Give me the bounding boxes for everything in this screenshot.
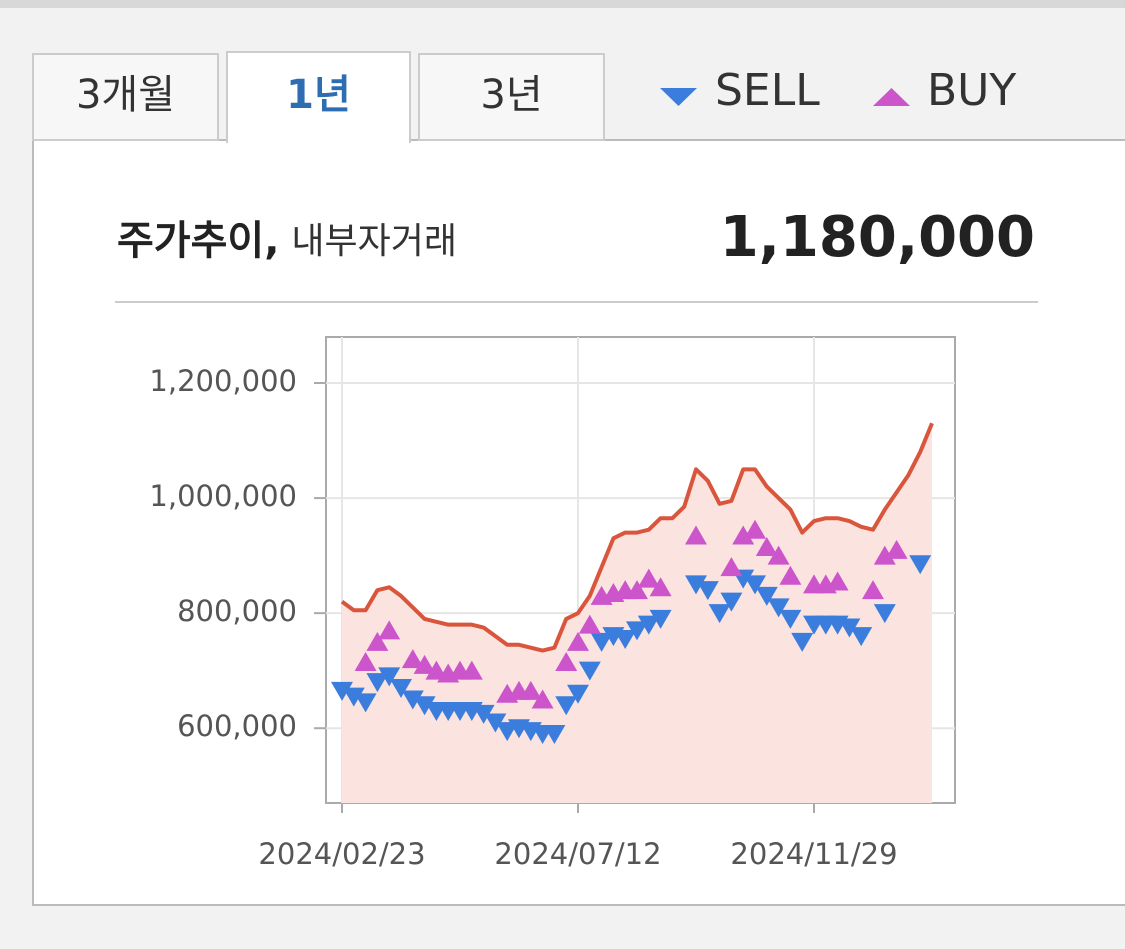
buy-marker bbox=[401, 649, 424, 669]
y-tick-label: 1,200,000 bbox=[149, 364, 297, 398]
sell-marker bbox=[472, 704, 495, 724]
sell-marker bbox=[543, 724, 566, 744]
buy-marker bbox=[567, 631, 589, 651]
price: 1,180,000 bbox=[720, 205, 1035, 270]
sell-marker bbox=[626, 621, 648, 641]
sell-marker bbox=[909, 555, 932, 575]
x-tick-label: 2024/11/29 bbox=[730, 837, 897, 871]
sell-marker bbox=[696, 581, 719, 601]
x-tick-label: 2024/02/23 bbox=[258, 837, 425, 871]
sell-marker bbox=[614, 630, 637, 650]
tab[interactable] bbox=[32, 53, 219, 141]
sell-marker bbox=[378, 667, 401, 687]
sell-marker bbox=[555, 696, 578, 716]
chart: 600,000 800,000 1,000,000 1,200,000 2024/02/… bbox=[149, 336, 956, 871]
buy-marker bbox=[413, 654, 436, 674]
tab-joint bbox=[228, 136, 409, 144]
buy-marker bbox=[779, 565, 802, 585]
buy-marker bbox=[531, 689, 554, 709]
sell-marker bbox=[838, 618, 861, 638]
buy-marker bbox=[732, 525, 755, 545]
sell-marker bbox=[873, 604, 896, 624]
sell-marker bbox=[720, 592, 743, 612]
sell-marker bbox=[779, 609, 802, 629]
buy-marker bbox=[720, 557, 743, 577]
subtitle: 내부자거래 bbox=[291, 221, 457, 262]
tab[interactable] bbox=[418, 53, 605, 141]
tab-label: 3년 bbox=[480, 72, 542, 118]
sell-marker bbox=[484, 713, 507, 733]
buy-marker bbox=[626, 580, 648, 600]
tab-label: 3개월 bbox=[76, 72, 175, 118]
y-tick-label: 800,000 bbox=[177, 594, 297, 628]
buy-marker bbox=[354, 652, 377, 672]
sell-marker bbox=[331, 681, 353, 701]
title: 주가추이, 내부자거래 bbox=[117, 218, 457, 264]
price-line bbox=[340, 422, 934, 653]
sell-marker bbox=[708, 604, 731, 624]
sell-marker bbox=[744, 575, 766, 595]
sell-marker bbox=[685, 575, 707, 595]
buy-marker bbox=[885, 539, 908, 559]
buy-marker bbox=[873, 545, 896, 565]
sell-marker bbox=[413, 696, 436, 716]
buy-marker bbox=[862, 580, 884, 600]
buy-marker bbox=[755, 536, 778, 556]
sell-marker bbox=[755, 586, 778, 606]
buy-marker bbox=[578, 614, 601, 634]
sell-marker bbox=[767, 598, 790, 618]
buy-marker bbox=[649, 577, 672, 597]
buy-marker bbox=[826, 571, 849, 591]
buy-marker bbox=[767, 545, 790, 565]
sell-marker bbox=[401, 690, 424, 710]
sell-marker bbox=[354, 693, 377, 713]
legend-marker bbox=[873, 88, 910, 106]
buy-marker bbox=[378, 620, 401, 640]
sell-marker bbox=[649, 609, 672, 629]
buy-marker bbox=[366, 631, 389, 651]
sell-marker bbox=[342, 687, 365, 707]
buy-marker bbox=[685, 525, 707, 545]
sell-marker bbox=[850, 627, 873, 647]
top-shadow bbox=[0, 0, 1125, 8]
tab-label: 1년 bbox=[286, 72, 351, 118]
buy-marker bbox=[519, 680, 542, 700]
legend-label: BUY bbox=[927, 65, 1016, 116]
sell-marker bbox=[567, 684, 589, 704]
sell-marker bbox=[366, 673, 389, 693]
buy-marker bbox=[555, 652, 578, 672]
buy-marker bbox=[744, 519, 766, 539]
buy-marker bbox=[637, 568, 660, 588]
legend-marker bbox=[660, 88, 697, 106]
sell-marker bbox=[578, 661, 601, 681]
sell-marker bbox=[590, 632, 613, 652]
title-text: 주가추이, bbox=[117, 218, 279, 264]
tabs: 3개월 1년 3년 bbox=[32, 51, 605, 144]
sell-marker bbox=[637, 615, 660, 635]
x-tick-label: 2024/07/12 bbox=[494, 837, 661, 871]
y-tick-label: 1,000,000 bbox=[149, 479, 297, 513]
legend-label: SELL bbox=[715, 65, 820, 116]
buy-marker bbox=[460, 660, 483, 680]
sell-marker bbox=[390, 678, 412, 698]
y-tick-label: 600,000 bbox=[177, 709, 297, 743]
sell-marker bbox=[791, 632, 814, 652]
